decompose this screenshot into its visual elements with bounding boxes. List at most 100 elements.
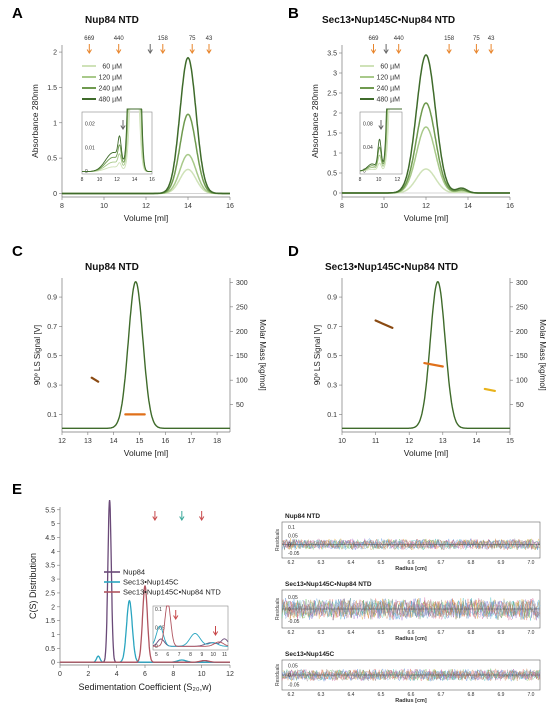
inset-x-tick-label: 12 bbox=[114, 177, 120, 183]
x-tick-label: 8 bbox=[171, 671, 175, 678]
x-tick-label: 10 bbox=[338, 438, 346, 445]
inset-y-tick-label: 0 bbox=[363, 169, 366, 175]
residual-plot-title: Nup84 NTD bbox=[285, 513, 320, 520]
residual-y-tick-label: -0.05 bbox=[288, 682, 300, 688]
residual-plot-title: Sec13•Nup145C bbox=[285, 651, 335, 658]
panel-letter-e: E bbox=[12, 481, 22, 498]
inset-arrow-1-head bbox=[173, 615, 179, 620]
marker-label: 75 bbox=[473, 36, 480, 42]
residual-x-tick-label: 6.5 bbox=[378, 692, 385, 698]
inset-y-tick-label: 0.05 bbox=[155, 626, 165, 632]
x-tick-label: 12 bbox=[58, 438, 66, 445]
y-tick-label: 0.9 bbox=[327, 295, 337, 302]
residual-trace bbox=[281, 538, 541, 551]
marker-arrow-head bbox=[86, 49, 92, 54]
y-tick-label: 2.5 bbox=[45, 590, 55, 597]
residual-y-axis-label: Residuals bbox=[275, 598, 281, 620]
residual-trace bbox=[281, 668, 541, 682]
y2-tick-label: 250 bbox=[236, 304, 248, 311]
residual-x-axis-label: Radius [cm] bbox=[395, 566, 427, 572]
y2-tick-label: 50 bbox=[236, 402, 244, 409]
y-tick-label: 5 bbox=[51, 521, 55, 528]
y-tick-label: 1.5 bbox=[45, 618, 55, 625]
residual-x-tick-label: 6.9 bbox=[498, 560, 505, 566]
residual-trace bbox=[281, 597, 541, 621]
x-tick-label: 11 bbox=[372, 438, 379, 445]
residual-x-tick-label: 6.5 bbox=[378, 630, 385, 636]
legend-label: 480 µM bbox=[377, 97, 401, 104]
x-axis-label: Volume [ml] bbox=[404, 213, 448, 223]
y-axis-label: C(S) Distribution bbox=[28, 553, 38, 619]
ls-signal-line bbox=[342, 281, 510, 429]
y-tick-label: 2 bbox=[53, 50, 57, 57]
series-line-4 bbox=[342, 54, 510, 194]
panel-a-chart: 8 10 12 14 16 0 0.5 1 1.5 2 Volume [ml] Absorbance … bbox=[30, 15, 234, 223]
residual-x-axis-label: Radius [cm] bbox=[395, 636, 427, 642]
panel-e-residuals: Nup84 NTD 0.1 0.05 0 -0.05 Residuals 6.2 6.3 6.4… bbox=[275, 513, 541, 704]
panel-e-chart: 0 2 4 6 8 10 12 0 0.5 1 1.5 2 2.5 3 3.5 4 4.5 5 5.5 Sedimen… bbox=[28, 500, 234, 692]
residual-x-tick-label: 6.8 bbox=[468, 692, 475, 698]
residual-y-axis-label: Residuals bbox=[275, 529, 281, 551]
residual-x-tick-label: 6.3 bbox=[318, 630, 325, 636]
y2-tick-label: 300 bbox=[516, 280, 528, 287]
x-axis-label: Volume [ml] bbox=[124, 213, 168, 223]
inset-x-tick-label: 10 bbox=[376, 177, 382, 183]
marker-label: 158 bbox=[158, 36, 169, 42]
y2-tick-label: 100 bbox=[516, 378, 528, 385]
chart-title: Nup84 NTD bbox=[85, 262, 139, 273]
marker-arrow-head bbox=[160, 49, 166, 54]
inset-arrow-2-head bbox=[212, 631, 219, 636]
cs-arrow-2-head bbox=[179, 516, 185, 521]
inset-arrow-head bbox=[378, 125, 384, 130]
residual-x-tick-label: 6.6 bbox=[408, 560, 415, 566]
residual-y-tick-label: 0 bbox=[288, 542, 291, 548]
inset-y-tick-label: 0 bbox=[155, 644, 158, 650]
marker-label: 75 bbox=[189, 36, 196, 42]
residual-plot-frame bbox=[281, 521, 541, 559]
y2-tick-label: 200 bbox=[516, 329, 528, 336]
residual-plot-title: Sec13•Nup145C•Nup84 NTD bbox=[285, 581, 372, 588]
x-tick-label: 17 bbox=[187, 438, 195, 445]
x-tick-label: 16 bbox=[226, 203, 234, 210]
residual-y-tick-label: 0.05 bbox=[288, 534, 298, 540]
cs-arrow-3-head bbox=[199, 516, 205, 521]
marker-arrow-head bbox=[446, 49, 452, 54]
y-tick-label: 0.5 bbox=[45, 646, 55, 653]
marker-label: 440 bbox=[394, 36, 405, 42]
y-tick-label: 2 bbox=[333, 111, 337, 118]
marker-arrow-head bbox=[189, 49, 195, 54]
marker-arrow-head bbox=[116, 49, 122, 54]
x-tick-label: 12 bbox=[226, 671, 234, 678]
panel-letter-d: D bbox=[288, 243, 299, 260]
panel-letter-a: A bbox=[12, 5, 23, 22]
inset-y-tick-label: 0.04 bbox=[363, 145, 373, 151]
y2-tick-label: 50 bbox=[516, 402, 524, 409]
residual-trace bbox=[281, 597, 541, 621]
inset-x-tick-label: 5 bbox=[155, 652, 158, 658]
y2-tick-label: 300 bbox=[236, 280, 248, 287]
marker-arrow-head bbox=[147, 49, 153, 54]
legend-label: Sec13•Nup145C bbox=[123, 578, 179, 587]
residual-x-tick-label: 7.0 bbox=[528, 560, 535, 566]
x-tick-label: 14 bbox=[110, 438, 118, 445]
inset-y-tick-label: 0.01 bbox=[85, 145, 95, 151]
panel-b-chart: 8 10 12 14 16 0 0.5 1 1.5 2 2.5 3 3.5 Volume [ml] Abso… bbox=[310, 15, 514, 223]
inset-y-tick-label: 0.08 bbox=[363, 121, 373, 127]
marker-arrow-head bbox=[488, 49, 494, 54]
y-tick-label: 3 bbox=[51, 577, 55, 584]
y-axis-label: 90º LS Signal [V] bbox=[33, 325, 42, 385]
x-tick-label: 15 bbox=[136, 438, 144, 445]
marker-arrow-head bbox=[383, 49, 389, 54]
chart-title: Sec13•Nup145C•Nup84 NTD bbox=[325, 262, 458, 273]
y2-tick-label: 250 bbox=[516, 304, 528, 311]
residual-x-tick-label: 6.2 bbox=[288, 630, 295, 636]
y-tick-label: 0.7 bbox=[327, 324, 337, 331]
x-tick-label: 16 bbox=[506, 203, 514, 210]
molar-mass-segment-3 bbox=[483, 387, 496, 393]
residual-x-tick-label: 7.0 bbox=[528, 692, 535, 698]
residual-trace bbox=[281, 538, 541, 550]
y-tick-label: 0.1 bbox=[327, 412, 337, 419]
y-axis-label: Absorbance 280nm bbox=[310, 84, 320, 158]
x-tick-label: 12 bbox=[422, 203, 430, 210]
